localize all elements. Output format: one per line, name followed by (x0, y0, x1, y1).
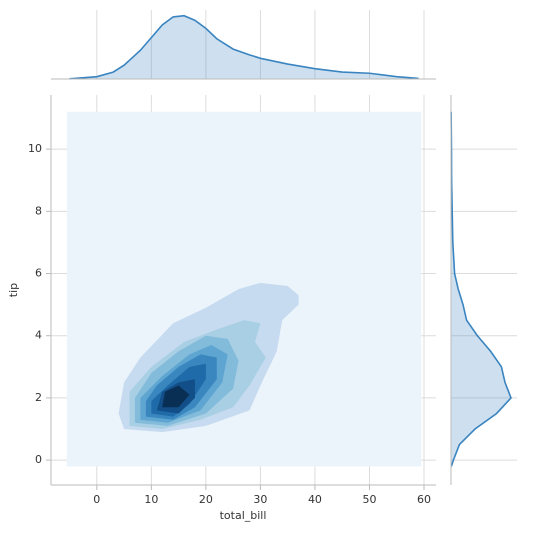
marginal-x-area (69, 15, 419, 79)
x-axis-label: total_bill (220, 509, 267, 522)
x-tick-label: 50 (362, 493, 376, 506)
x-tick-label: 40 (308, 493, 322, 506)
y-tick-label: 0 (35, 453, 42, 466)
x-tick-label: 0 (93, 493, 100, 506)
y-axis-label: tip (7, 283, 20, 297)
y-tick-label: 4 (35, 329, 42, 342)
y-tick-label: 2 (35, 391, 42, 404)
x-tick-label: 30 (253, 493, 267, 506)
y-tick-label: 10 (28, 142, 42, 155)
marginal-y-area (451, 111, 511, 467)
y-tick-label: 6 (35, 267, 42, 280)
marginal-x-line (69, 14, 419, 80)
contour (162, 385, 190, 408)
x-tick-label: 60 (417, 493, 431, 506)
y-tick-label: 8 (35, 204, 42, 217)
x-tick-label: 10 (144, 493, 158, 506)
x-tick-label: 20 (199, 493, 213, 506)
marginal-y-line (450, 111, 512, 467)
